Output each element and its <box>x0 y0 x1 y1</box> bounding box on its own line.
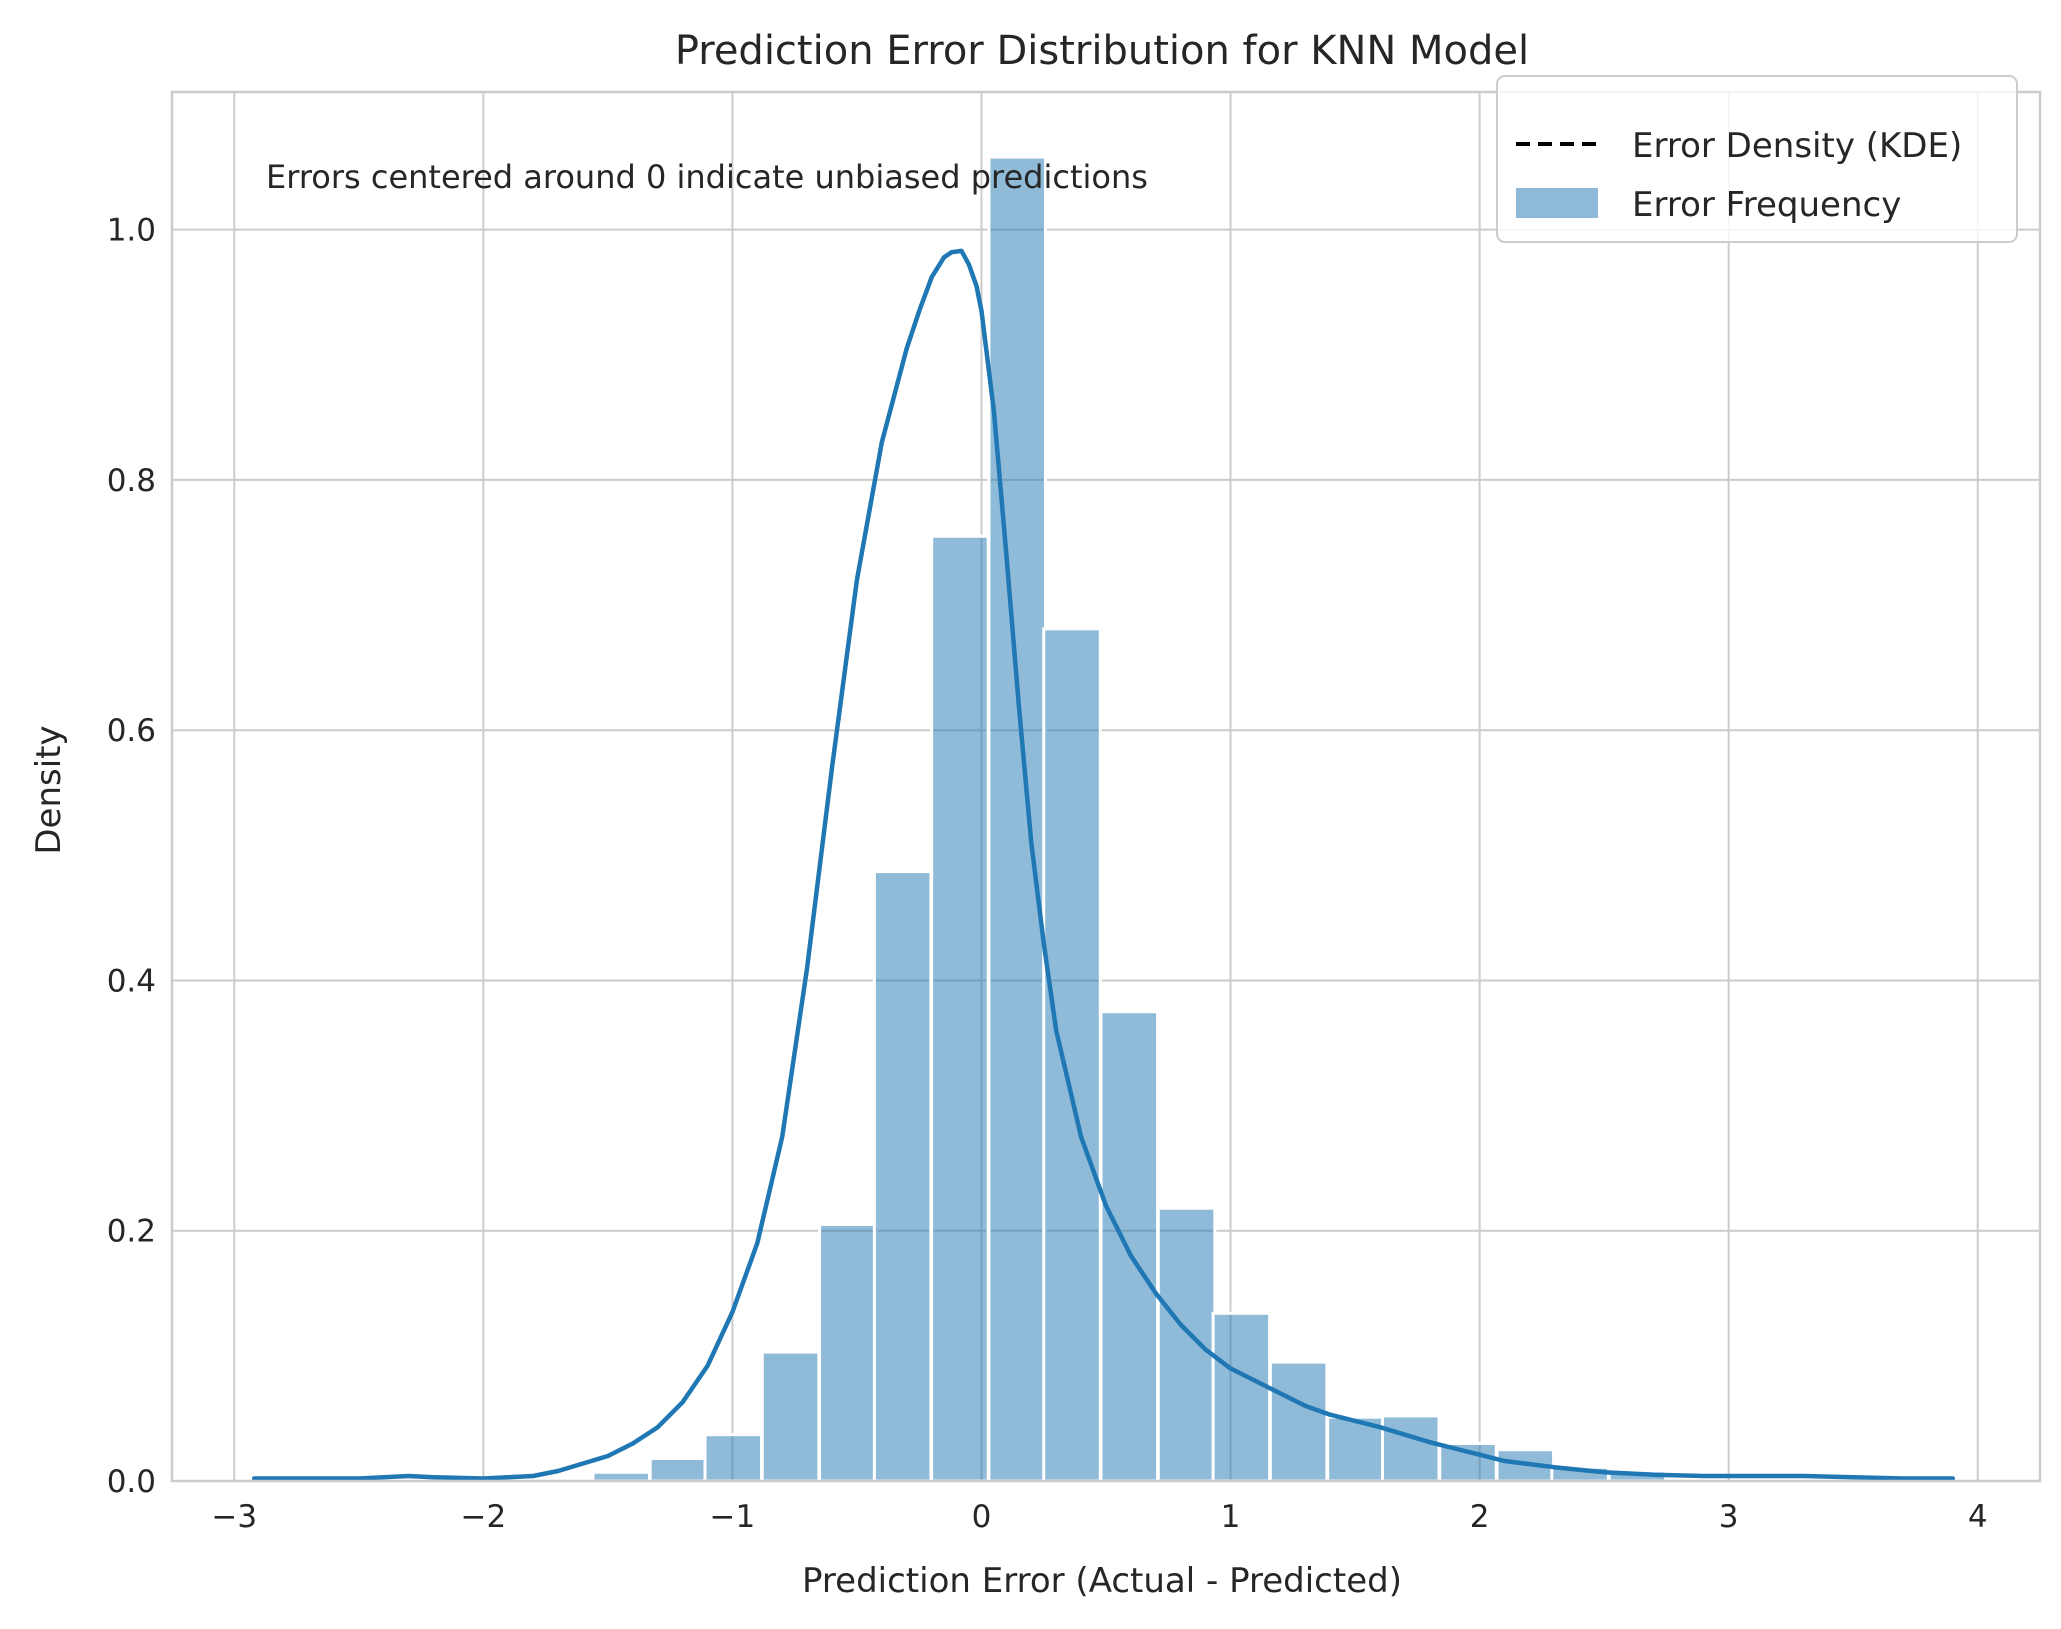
histogram-bar-7 <box>648 1456 709 1483</box>
y-tick-labels: 0.0 0.2 0.4 0.6 0.8 1.0 <box>107 213 156 1500</box>
x-tick-label-4: 1 <box>1221 1499 1241 1535</box>
x-axis-label: Prediction Error (Actual - Predicted) <box>802 1561 1402 1601</box>
histogram-bars <box>534 155 1668 1483</box>
histogram-bar-10 <box>818 1222 878 1483</box>
legend: Error Density (KDE) Error Frequency <box>1496 75 2018 243</box>
x-tick-labels: −3 −2 −1 0 1 2 3 4 <box>211 1499 1987 1535</box>
histogram-bar-8 <box>703 1433 764 1483</box>
x-tick-label-0: −3 <box>211 1499 257 1535</box>
y-tick-label-1: 0.2 <box>107 1214 156 1250</box>
y-axis-label: Density <box>29 725 69 854</box>
histogram-bar-17 <box>1211 1311 1272 1483</box>
y-tick-label-2: 0.4 <box>107 963 156 999</box>
axes-frame <box>170 90 2042 1483</box>
x-tick-label-6: 3 <box>1719 1499 1739 1535</box>
histogram-bar-20 <box>1380 1414 1441 1483</box>
legend-hist-swatch <box>1516 188 1598 218</box>
plot-border <box>170 90 2042 1483</box>
y-tick-label-5: 1.0 <box>107 213 156 249</box>
histogram-bar-6 <box>591 1470 651 1483</box>
histogram-bar-16 <box>1156 1206 1217 1483</box>
x-tick-label-3: 0 <box>972 1499 992 1535</box>
y-tick-label-3: 0.6 <box>107 713 156 749</box>
kde-line <box>251 248 1956 1481</box>
histogram-bar-13 <box>987 155 1047 1483</box>
histogram-bar-14 <box>1042 627 1102 1483</box>
x-tick-label-1: −2 <box>460 1499 506 1535</box>
x-tick-label-5: 2 <box>1470 1499 1490 1535</box>
x-tick-label-7: 4 <box>1968 1499 1988 1535</box>
kde-layer <box>251 248 1956 1481</box>
histogram-bar-15 <box>1099 1010 1160 1483</box>
histogram-bar-12 <box>930 534 990 1483</box>
annotation-text: Errors centered around 0 indicate unbias… <box>266 158 1148 196</box>
histogram-bar-11 <box>872 870 933 1483</box>
histogram-bar-18 <box>1268 1360 1329 1483</box>
legend-box <box>1496 75 2018 243</box>
x-tick-label-2: −1 <box>710 1499 756 1535</box>
chart-title: Prediction Error Distribution for KNN Mo… <box>675 28 1529 74</box>
y-tick-label-4: 0.8 <box>107 463 156 499</box>
legend-hist-label: Error Frequency <box>1632 185 1901 225</box>
legend-kde-label: Error Density (KDE) <box>1632 126 1962 166</box>
histogram-bar-9 <box>760 1350 821 1483</box>
y-tick-label-0: 0.0 <box>107 1464 156 1500</box>
